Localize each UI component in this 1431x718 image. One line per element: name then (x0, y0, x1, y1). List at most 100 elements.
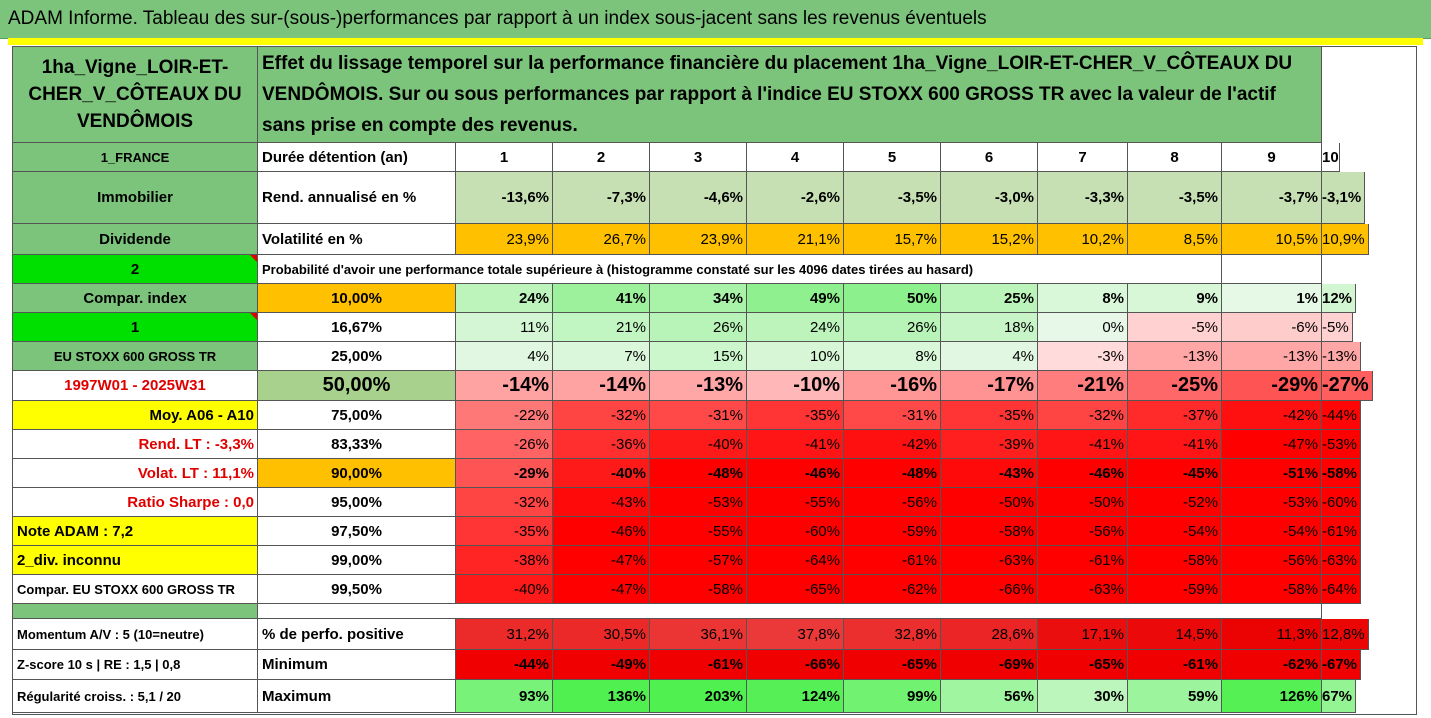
quantile-value[interactable]: -48% (650, 459, 747, 488)
minimum-value[interactable]: -66% (747, 650, 844, 680)
quantile-value[interactable]: 41% (553, 284, 650, 313)
zscore-label[interactable]: Z-score 10 s | RE : 1,5 | 0,8 (13, 650, 258, 680)
quantile-value[interactable]: -5% (1322, 313, 1353, 342)
year-header[interactable]: 9 (1222, 143, 1322, 172)
quantile-value[interactable]: -65% (747, 575, 844, 604)
maximum-value[interactable]: 136% (553, 680, 650, 713)
quantile-value[interactable]: -62% (844, 575, 941, 604)
year-header[interactable]: 8 (1128, 143, 1222, 172)
volat-lt-label[interactable]: Volat. LT : 11,1% (13, 459, 258, 488)
maximum-value[interactable]: 56% (941, 680, 1038, 713)
quantile-value[interactable]: -60% (747, 517, 844, 546)
quantile-value[interactable]: -58% (1322, 459, 1362, 488)
rend-value[interactable]: -3,3% (1038, 172, 1128, 224)
vol-value[interactable]: 23,9% (456, 224, 553, 255)
quantile-pct[interactable]: 90,00% (258, 459, 456, 488)
quantile-value[interactable]: -10% (747, 371, 844, 401)
quantile-value[interactable]: 4% (456, 342, 553, 371)
quantile-value[interactable]: 18% (941, 313, 1038, 342)
quantile-value[interactable]: -21% (1038, 371, 1128, 401)
quantile-value[interactable]: -47% (553, 546, 650, 575)
rend-value[interactable]: -3,7% (1222, 172, 1322, 224)
quantile-value[interactable]: -38% (456, 546, 553, 575)
quantile-value[interactable]: -63% (1322, 546, 1362, 575)
vol-value[interactable]: 15,2% (941, 224, 1038, 255)
quantile-value[interactable]: 12% (1322, 284, 1357, 313)
flag-2-cell[interactable]: 2 (13, 255, 258, 284)
blank-separator[interactable] (13, 604, 258, 619)
div-label[interactable]: 2_div. inconnu (13, 546, 258, 575)
quantile-pct[interactable]: 16,67% (258, 313, 456, 342)
minimum-value[interactable]: -65% (844, 650, 941, 680)
perf-positive-value[interactable]: 30,5% (553, 619, 650, 650)
quantile-value[interactable]: -50% (941, 488, 1038, 517)
year-header[interactable]: 3 (650, 143, 747, 172)
quantile-value[interactable]: -44% (1322, 401, 1362, 430)
quantile-value[interactable]: -35% (941, 401, 1038, 430)
vol-value[interactable]: 10,2% (1038, 224, 1128, 255)
note-adam-label[interactable]: Note ADAM : 7,2 (13, 517, 258, 546)
perf-positive-value[interactable]: 28,6% (941, 619, 1038, 650)
quantile-value[interactable]: -39% (941, 430, 1038, 459)
vol-value[interactable]: 10,9% (1322, 224, 1369, 255)
vol-value[interactable]: 10,5% (1222, 224, 1322, 255)
quantile-value[interactable]: -14% (456, 371, 553, 401)
year-header[interactable]: 1 (456, 143, 553, 172)
quantile-value[interactable]: -26% (456, 430, 553, 459)
period-label[interactable]: 1997W01 - 2025W31 (13, 371, 258, 401)
quantile-value[interactable]: -55% (747, 488, 844, 517)
quantile-value[interactable]: -35% (747, 401, 844, 430)
quantile-pct[interactable]: 99,00% (258, 546, 456, 575)
quantile-value[interactable]: -17% (941, 371, 1038, 401)
quantile-value[interactable]: -59% (1128, 575, 1222, 604)
quantile-value[interactable]: -61% (1322, 517, 1362, 546)
quantile-value[interactable]: -56% (844, 488, 941, 517)
quantile-value[interactable]: -42% (1222, 401, 1322, 430)
rend-value[interactable]: -7,3% (553, 172, 650, 224)
maximum-value[interactable]: 30% (1038, 680, 1128, 713)
rend-lt-label[interactable]: Rend. LT : -3,3% (13, 430, 258, 459)
quantile-value[interactable]: 8% (1038, 284, 1128, 313)
category-label[interactable]: Immobilier (13, 172, 258, 224)
quantile-value[interactable]: 49% (747, 284, 844, 313)
maximum-value[interactable]: 126% (1222, 680, 1322, 713)
pos-label[interactable]: % de perfo. positive (258, 619, 456, 650)
quantile-value[interactable]: 24% (747, 313, 844, 342)
quantile-value[interactable]: -46% (747, 459, 844, 488)
duree-label[interactable]: Durée détention (an) (258, 143, 456, 172)
quantile-value[interactable]: -31% (844, 401, 941, 430)
quantile-value[interactable]: 9% (1128, 284, 1222, 313)
quantile-value[interactable]: -56% (1038, 517, 1128, 546)
quantile-pct[interactable]: 95,00% (258, 488, 456, 517)
quantile-value[interactable]: -60% (1322, 488, 1362, 517)
quantile-value[interactable]: -37% (1128, 401, 1222, 430)
rend-label[interactable]: Rend. annualisé en % (258, 172, 456, 224)
flag-1-cell[interactable]: 1 (13, 313, 258, 342)
quantile-value[interactable]: -55% (650, 517, 747, 546)
quantile-value[interactable]: 8% (844, 342, 941, 371)
quantile-value[interactable]: 1% (1222, 284, 1322, 313)
quantile-value[interactable]: -32% (1038, 401, 1128, 430)
minimum-value[interactable]: -65% (1038, 650, 1128, 680)
quantile-value[interactable]: -32% (456, 488, 553, 517)
quantile-value[interactable]: -5% (1128, 313, 1222, 342)
rend-value[interactable]: -3,5% (1128, 172, 1222, 224)
quantile-value[interactable]: -59% (844, 517, 941, 546)
quantile-pct[interactable]: 83,33% (258, 430, 456, 459)
quantile-value[interactable]: -13% (1128, 342, 1222, 371)
quantile-value[interactable]: 34% (650, 284, 747, 313)
maximum-value[interactable]: 59% (1128, 680, 1222, 713)
year-header[interactable]: 6 (941, 143, 1038, 172)
quantile-pct[interactable]: 25,00% (258, 342, 456, 371)
quantile-value[interactable]: 15% (650, 342, 747, 371)
year-header[interactable]: 2 (553, 143, 650, 172)
quantile-value[interactable]: -53% (1322, 430, 1362, 459)
max-label[interactable]: Maximum (258, 680, 456, 713)
quantile-value[interactable]: -14% (553, 371, 650, 401)
rend-value[interactable]: -13,6% (456, 172, 553, 224)
index-name-label[interactable]: EU STOXX 600 GROSS TR (13, 342, 258, 371)
quantile-value[interactable]: -3% (1038, 342, 1128, 371)
quantile-value[interactable]: -58% (1128, 546, 1222, 575)
rend-value[interactable]: -2,6% (747, 172, 844, 224)
rend-value[interactable]: -3,5% (844, 172, 941, 224)
